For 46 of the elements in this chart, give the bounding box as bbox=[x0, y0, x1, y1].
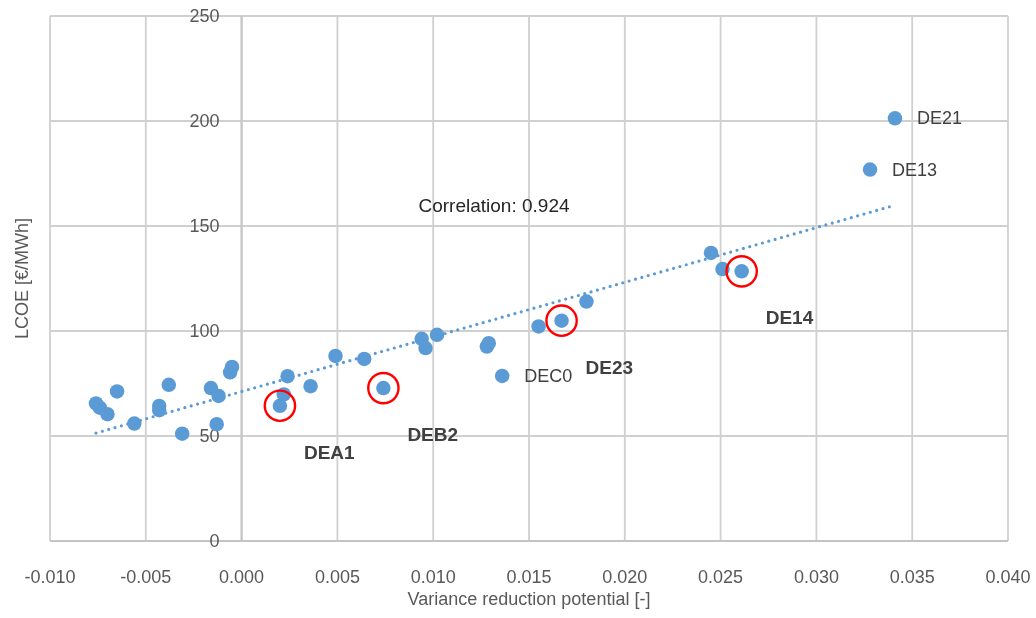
annotation: DE14 bbox=[765, 306, 814, 328]
x-tick-label: 0.015 bbox=[506, 567, 552, 587]
point bbox=[725, 255, 759, 288]
x-tick-label: -0.005 bbox=[120, 567, 172, 587]
annotation: Correlation: 0.924 bbox=[418, 194, 570, 216]
point bbox=[328, 348, 343, 364]
point bbox=[222, 365, 238, 380]
point bbox=[862, 162, 878, 177]
x-tick-label: 0.030 bbox=[793, 567, 839, 587]
point bbox=[887, 111, 903, 126]
point bbox=[545, 304, 578, 338]
y-tick-label: 250 bbox=[189, 6, 220, 26]
annotation: DEA1 bbox=[303, 441, 356, 463]
point bbox=[367, 371, 400, 405]
x-tick-label: 0.040 bbox=[985, 567, 1031, 587]
point bbox=[109, 384, 125, 399]
point bbox=[100, 406, 115, 422]
x-tick-label: 0.020 bbox=[602, 567, 648, 587]
x-tick-label: 0.005 bbox=[314, 567, 360, 587]
x-tick-label: -0.010 bbox=[24, 567, 76, 587]
y-tick-label: 200 bbox=[189, 111, 220, 131]
x-tick-label: 0.025 bbox=[698, 567, 744, 587]
x-tick-label: 0.000 bbox=[219, 567, 265, 587]
y-tick-label: 150 bbox=[189, 216, 220, 236]
point bbox=[418, 340, 433, 356]
point bbox=[531, 319, 546, 334]
x-axis-title: Variance reduction potential [-] bbox=[407, 589, 651, 609]
annotation: DEC0 bbox=[524, 365, 573, 386]
point bbox=[494, 368, 510, 384]
point bbox=[579, 294, 594, 309]
x-tick-label: 0.010 bbox=[410, 567, 456, 587]
y-tick-label: 100 bbox=[189, 321, 220, 341]
point bbox=[161, 377, 177, 392]
point bbox=[263, 389, 297, 423]
annotation: DEB2 bbox=[407, 423, 459, 445]
point bbox=[303, 379, 318, 394]
annotation: DE13 bbox=[892, 159, 938, 180]
point bbox=[703, 245, 719, 261]
annotation: DE21 bbox=[916, 108, 962, 129]
x-tick-label: 0.035 bbox=[889, 567, 935, 587]
point bbox=[174, 426, 190, 441]
annotation: DE23 bbox=[585, 356, 634, 378]
y-tick-label: 50 bbox=[199, 426, 220, 446]
y-axis-title: LCOE [€/MWh] bbox=[12, 217, 32, 340]
y-tick-label: 0 bbox=[209, 531, 220, 551]
point bbox=[481, 335, 497, 351]
